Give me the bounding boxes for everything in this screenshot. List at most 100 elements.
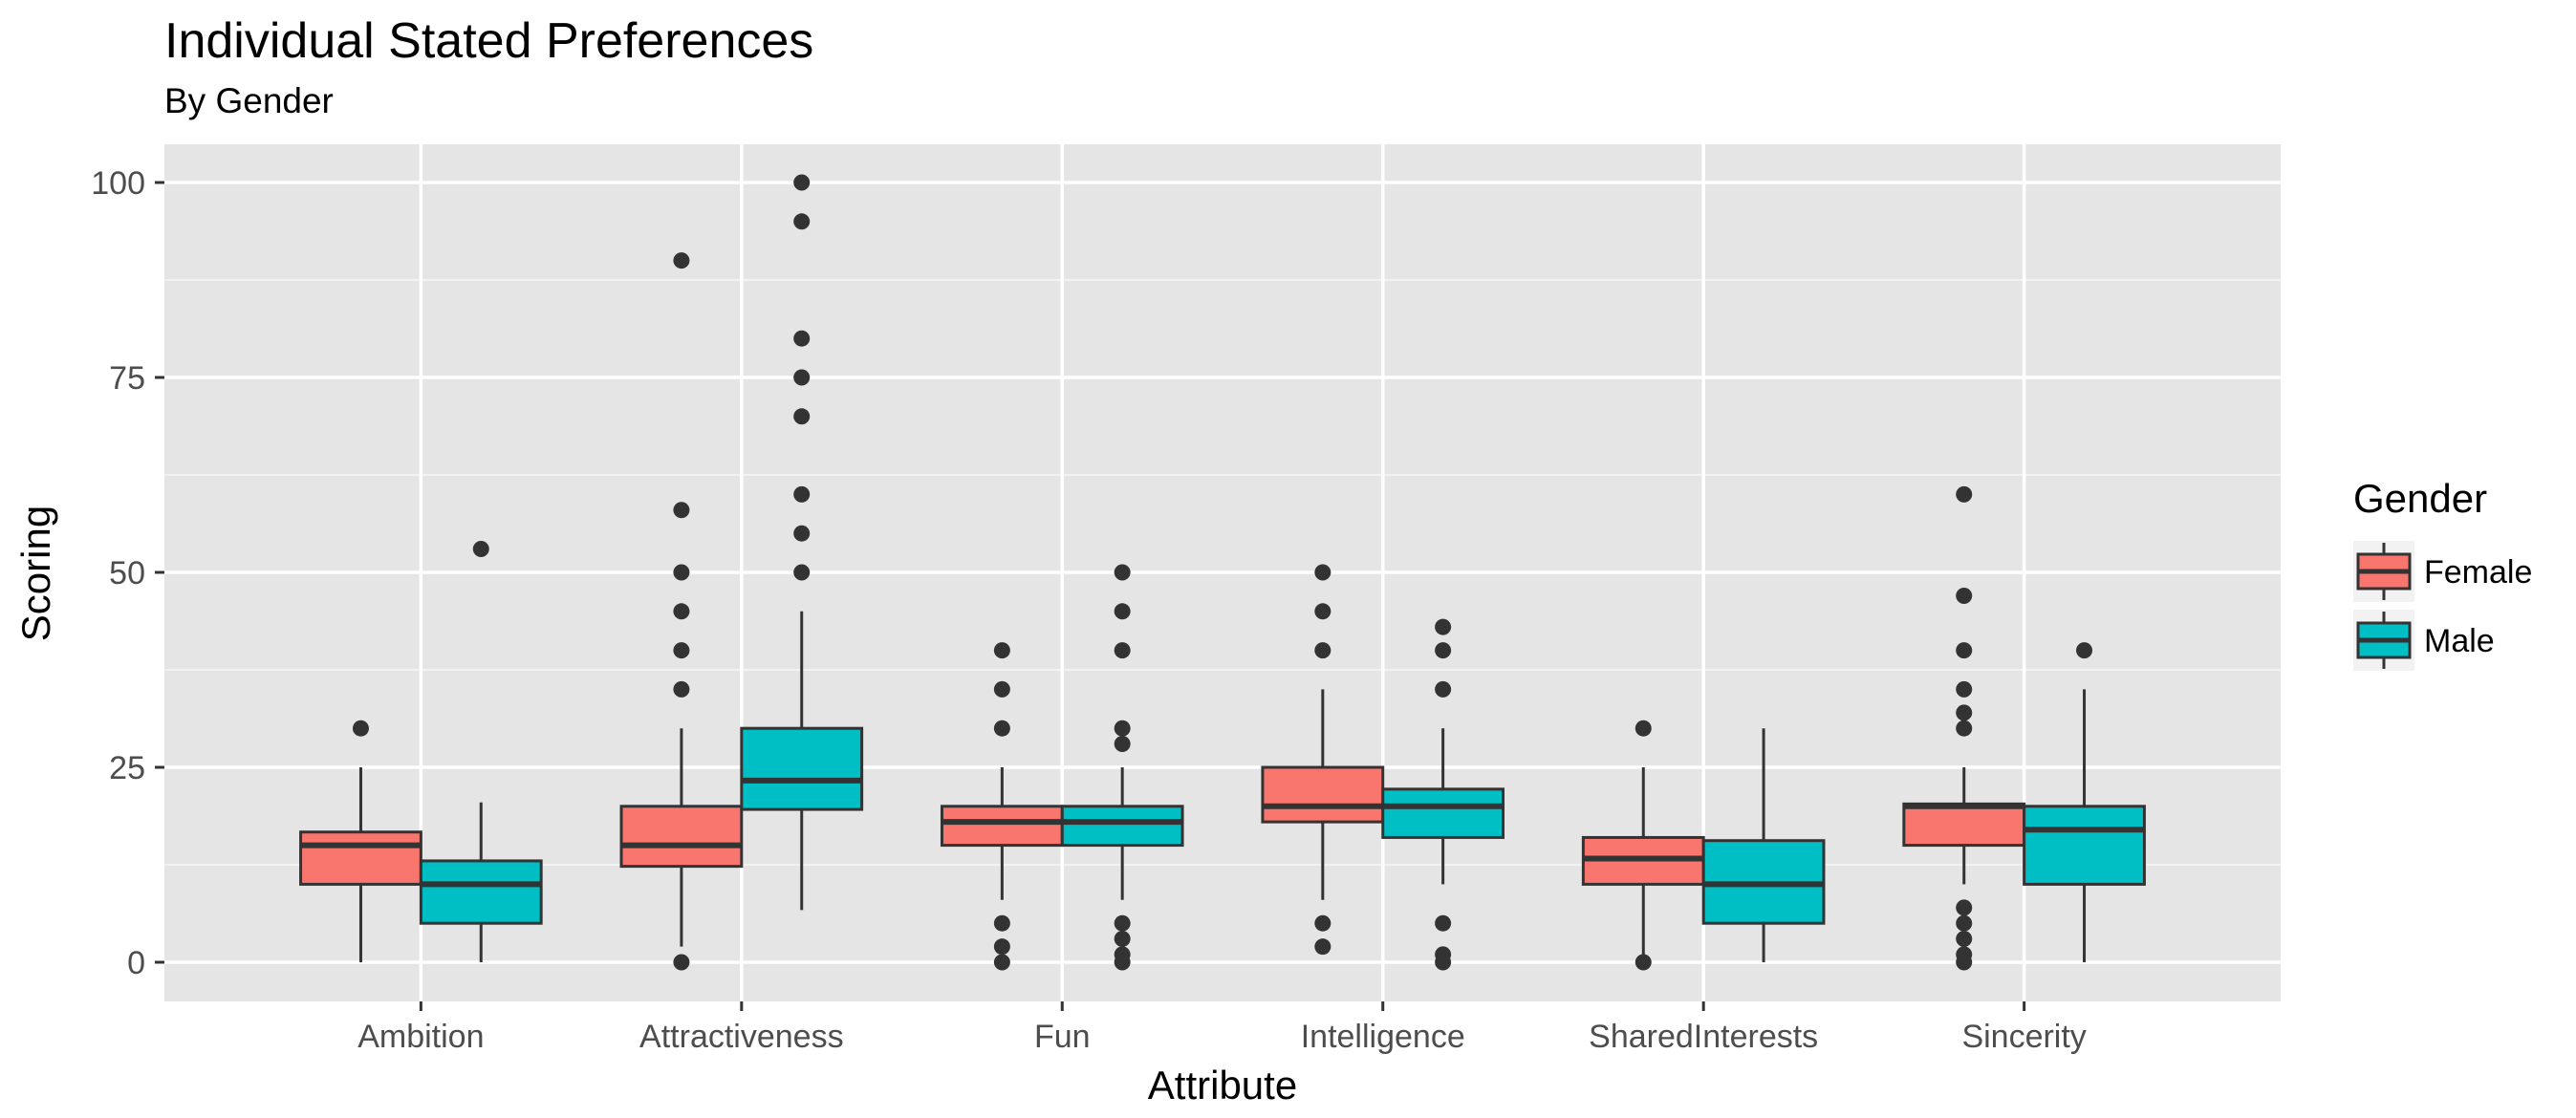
- outlier-point: [1956, 485, 1973, 503]
- outlier-point: [993, 954, 1010, 971]
- outlier-point: [993, 642, 1010, 659]
- x-axis: Ambition Attractiveness Fun Intelligence Sha…: [357, 1001, 2087, 1055]
- outlier-point: [1114, 931, 1131, 948]
- chart-subtitle: By Gender: [164, 81, 334, 120]
- box: [1261, 765, 1385, 824]
- x-tick-label: Fun: [1034, 1019, 1091, 1055]
- outlier-point: [793, 564, 811, 581]
- box: [940, 805, 1064, 848]
- outlier-point: [1314, 564, 1331, 581]
- box-female-sincerity: [1902, 485, 2026, 971]
- x-tick-label: SharedInterests: [1589, 1019, 1818, 1055]
- outlier-point: [1314, 938, 1331, 956]
- outlier-point: [352, 720, 369, 737]
- outlier-point: [993, 914, 1010, 932]
- box: [299, 830, 422, 886]
- outlier-point: [793, 369, 811, 386]
- box: [740, 726, 864, 811]
- box-female-ambition: [299, 720, 422, 962]
- outlier-point: [1435, 680, 1452, 698]
- outlier-point: [472, 541, 489, 558]
- outlier-point: [1435, 642, 1452, 659]
- box: [1381, 787, 1505, 839]
- outlier-point: [1956, 720, 1973, 737]
- x-tick-label: Attractiveness: [639, 1019, 844, 1055]
- y-axis: 0 25 50 75 100: [91, 165, 164, 981]
- outlier-point: [1956, 931, 1973, 948]
- legend-item-male: Male: [2353, 610, 2495, 671]
- outlier-point: [1956, 704, 1973, 721]
- outlier-point: [1956, 899, 1973, 916]
- outlier-point: [2076, 642, 2093, 659]
- outlier-point: [1114, 642, 1131, 659]
- outlier-point: [1114, 736, 1131, 753]
- y-tick-label: 0: [127, 945, 145, 981]
- outlier-point: [1435, 914, 1452, 932]
- outlier-point: [1956, 587, 1973, 604]
- outlier-point: [793, 408, 811, 425]
- y-tick-label: 100: [91, 165, 145, 202]
- outlier-point: [793, 485, 811, 503]
- box-female-intelligence: [1261, 564, 1385, 956]
- outlier-point: [1956, 946, 1973, 963]
- outlier-point: [993, 680, 1010, 698]
- legend: Gender Female Male: [2353, 476, 2532, 671]
- outlier-point: [793, 330, 811, 347]
- outlier-point: [673, 252, 690, 269]
- legend-label: Male: [2424, 623, 2495, 659]
- y-tick-label: 75: [109, 360, 145, 397]
- boxplots: [299, 174, 2146, 971]
- outlier-point: [1314, 642, 1331, 659]
- outlier-point: [673, 642, 690, 659]
- y-tick-label: 50: [109, 555, 145, 591]
- box-male-fun: [1060, 564, 1184, 971]
- outlier-point: [1114, 914, 1131, 932]
- outlier-point: [1956, 914, 1973, 932]
- legend-label: Female: [2424, 554, 2532, 591]
- box-male-sincerity: [2023, 642, 2146, 962]
- box-male-ambition: [419, 541, 543, 962]
- box: [1902, 802, 2026, 848]
- box-male-sharedinterests: [1701, 728, 1826, 962]
- outlier-point: [1114, 564, 1131, 581]
- outlier-point: [1634, 954, 1652, 971]
- outlier-point: [673, 564, 690, 581]
- outlier-point: [673, 502, 690, 519]
- x-tick-label: Intelligence: [1301, 1019, 1465, 1055]
- outlier-point: [1634, 720, 1652, 737]
- outlier-point: [673, 680, 690, 698]
- outlier-point: [1435, 618, 1452, 635]
- x-tick-label: Sincerity: [1961, 1019, 2086, 1055]
- outlier-point: [1956, 642, 1973, 659]
- outlier-point: [1114, 720, 1131, 737]
- box: [1060, 805, 1184, 848]
- box: [419, 859, 543, 925]
- outlier-point: [1114, 946, 1131, 963]
- outlier-point: [793, 213, 811, 230]
- outlier-point: [1435, 946, 1452, 963]
- box-female-attractiveness: [619, 252, 744, 971]
- outlier-point: [1956, 680, 1973, 698]
- outlier-point: [1314, 914, 1331, 932]
- outlier-point: [793, 174, 811, 191]
- box-male-attractiveness: [740, 174, 864, 911]
- outlier-point: [673, 603, 690, 620]
- x-tick-label: Ambition: [357, 1019, 484, 1055]
- outlier-point: [993, 938, 1010, 956]
- box-female-fun: [940, 642, 1064, 971]
- outlier-point: [1114, 603, 1131, 620]
- box: [619, 805, 744, 869]
- outlier-point: [673, 954, 690, 971]
- box-male-intelligence: [1381, 618, 1505, 971]
- outlier-point: [993, 720, 1010, 737]
- y-axis-title: Scoring: [13, 505, 58, 641]
- legend-title: Gender: [2353, 476, 2487, 521]
- outlier-point: [1314, 603, 1331, 620]
- outlier-point: [793, 525, 811, 542]
- chart-title: Individual Stated Preferences: [164, 13, 813, 69]
- x-axis-title: Attribute: [1148, 1063, 1297, 1107]
- y-tick-label: 25: [109, 750, 145, 786]
- box-female-sharedinterests: [1581, 720, 1705, 971]
- legend-item-female: Female: [2353, 541, 2532, 602]
